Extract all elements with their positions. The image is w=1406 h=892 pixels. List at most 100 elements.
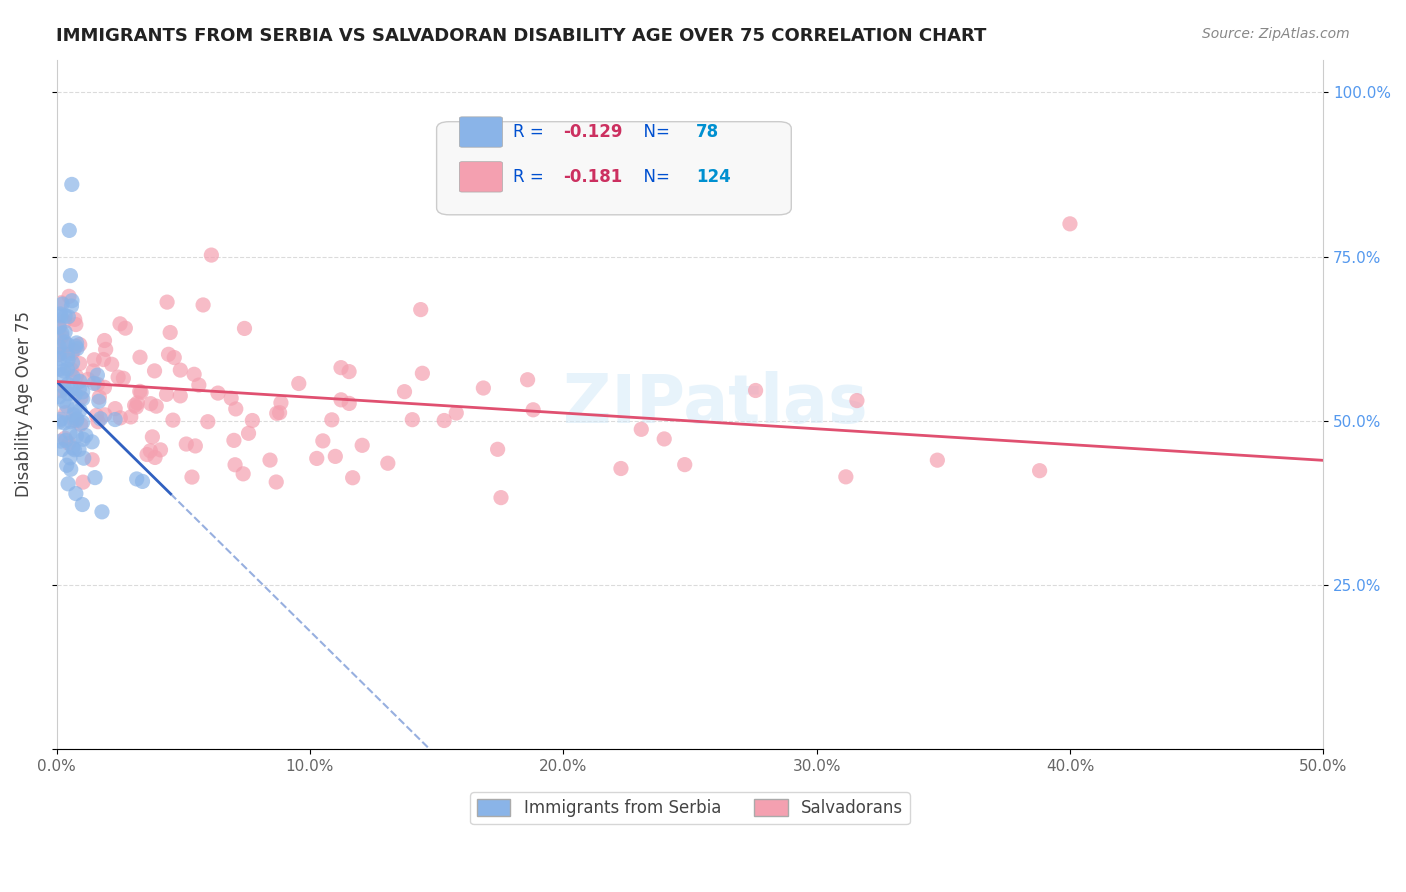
Point <box>187 378 209 392</box>
Point <box>53 309 76 323</box>
Legend: Immigrants from Serbia, Salvadorans: Immigrants from Serbia, Salvadorans <box>470 792 910 824</box>
Point <box>1059 217 1081 231</box>
Point <box>927 453 949 467</box>
FancyBboxPatch shape <box>437 121 792 215</box>
Point <box>63 312 86 326</box>
Text: 78: 78 <box>696 123 720 141</box>
Point <box>93 334 115 348</box>
Point <box>69 403 91 417</box>
Point <box>63 442 86 457</box>
Point <box>114 321 136 335</box>
Point <box>108 317 131 331</box>
Point <box>58 223 80 237</box>
Point <box>83 376 105 391</box>
Point <box>184 439 207 453</box>
Point <box>136 448 159 462</box>
Point <box>48 347 70 361</box>
Point <box>112 371 135 385</box>
Point <box>60 178 83 192</box>
Point <box>59 462 82 476</box>
Point <box>401 412 423 426</box>
Point <box>86 409 108 423</box>
Point <box>120 409 142 424</box>
Point <box>53 431 76 445</box>
Point <box>52 364 75 378</box>
Point <box>63 402 86 417</box>
Point <box>51 329 73 343</box>
Point <box>312 434 335 448</box>
Point <box>162 413 184 427</box>
Point <box>127 396 149 410</box>
Point <box>49 307 72 321</box>
Point <box>232 467 254 481</box>
Point <box>72 392 94 406</box>
Point <box>56 353 79 368</box>
Point <box>486 442 509 457</box>
Point <box>53 334 76 349</box>
Point <box>70 391 93 405</box>
Point <box>163 351 186 365</box>
Point <box>409 302 432 317</box>
Point <box>222 434 245 448</box>
Point <box>94 408 117 422</box>
Point <box>52 394 75 409</box>
Point <box>72 498 94 512</box>
Point <box>197 415 219 429</box>
Point <box>69 337 91 351</box>
Point <box>65 387 87 401</box>
Point <box>63 414 86 428</box>
Point <box>72 384 94 399</box>
Point <box>93 352 115 367</box>
Point <box>125 472 148 486</box>
Point <box>835 470 858 484</box>
Point <box>143 364 166 378</box>
Point <box>129 351 152 365</box>
Point <box>155 387 177 401</box>
Point <box>48 384 70 398</box>
Text: N=: N= <box>633 123 675 141</box>
Point <box>157 347 180 361</box>
Text: R =: R = <box>513 123 548 141</box>
Point <box>48 351 70 366</box>
Point <box>77 372 100 386</box>
Point <box>86 377 108 392</box>
Point <box>107 370 129 384</box>
Text: IMMIGRANTS FROM SERBIA VS SALVADORAN DISABILITY AGE OVER 75 CORRELATION CHART: IMMIGRANTS FROM SERBIA VS SALVADORAN DIS… <box>56 27 987 45</box>
Point <box>65 318 87 332</box>
Point <box>60 293 83 308</box>
Point <box>60 382 83 396</box>
Point <box>352 438 374 452</box>
Point <box>62 356 84 370</box>
Point <box>104 412 127 426</box>
Point <box>323 450 346 464</box>
Point <box>100 357 122 371</box>
Point <box>48 390 70 404</box>
Point <box>55 458 77 473</box>
Point <box>56 337 79 351</box>
Point <box>65 414 87 428</box>
Point <box>377 456 399 470</box>
Point <box>56 348 79 362</box>
Point <box>69 417 91 432</box>
Point <box>288 376 311 391</box>
Point <box>48 340 70 354</box>
Point <box>51 345 73 359</box>
Point <box>49 412 72 426</box>
Text: -0.129: -0.129 <box>564 123 623 141</box>
Point <box>652 432 675 446</box>
Point <box>149 442 172 457</box>
Point <box>238 426 260 441</box>
Point <box>139 397 162 411</box>
Point <box>84 470 107 484</box>
Point <box>59 426 82 441</box>
Point <box>60 346 83 360</box>
Point <box>82 364 104 378</box>
Point <box>86 368 108 383</box>
Point <box>673 458 696 472</box>
Point <box>59 450 82 465</box>
Point <box>48 320 70 334</box>
Point <box>337 365 360 379</box>
Point <box>342 471 364 485</box>
Point <box>49 384 72 398</box>
Point <box>67 382 90 396</box>
